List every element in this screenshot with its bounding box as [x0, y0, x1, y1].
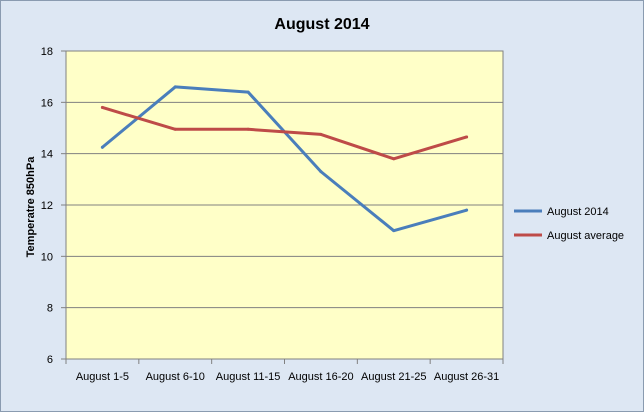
data-point [465, 135, 469, 139]
y-tick-label: 16 [41, 97, 53, 109]
x-tick-label: August 1-5 [76, 371, 129, 383]
y-tick-label: 18 [41, 46, 53, 58]
x-tick-label: August 16-20 [288, 371, 353, 383]
y-tick-label: 8 [47, 303, 53, 315]
x-tick-label: August 21-25 [361, 371, 426, 383]
series-lines [100, 85, 469, 233]
data-point [392, 229, 396, 233]
legend-label: August 2014 [547, 206, 609, 218]
y-tick-label: 6 [47, 354, 53, 366]
x-axis-ticks: August 1-5 August 6-10 August 11-15 August … [65, 359, 504, 383]
data-point [465, 208, 469, 212]
data-point [392, 157, 396, 161]
chart-title: August 2014 [274, 16, 369, 33]
x-tick-label: August 11-15 [216, 371, 281, 383]
data-point [246, 90, 250, 94]
y-axis-label: Temperatre 850hPa [25, 156, 37, 258]
data-point [246, 127, 250, 131]
legend-label: August average [547, 230, 624, 242]
data-point [100, 145, 104, 149]
x-tick-label: August 26-31 [434, 371, 499, 383]
legend: August 2014 August average [514, 206, 624, 242]
series-line-2 [100, 105, 469, 161]
data-point [173, 127, 177, 131]
y-axis-ticks: 6 8 10 12 14 16 18 [41, 46, 66, 366]
y-tick-label: 14 [41, 149, 53, 161]
data-point [173, 85, 177, 89]
data-point [319, 132, 323, 136]
data-point [100, 105, 104, 109]
y-tick-label: 10 [41, 251, 53, 263]
x-tick-label: August 6-10 [146, 371, 205, 383]
data-point [319, 170, 323, 174]
gridlines [66, 50, 503, 309]
y-tick-label: 12 [41, 200, 53, 212]
